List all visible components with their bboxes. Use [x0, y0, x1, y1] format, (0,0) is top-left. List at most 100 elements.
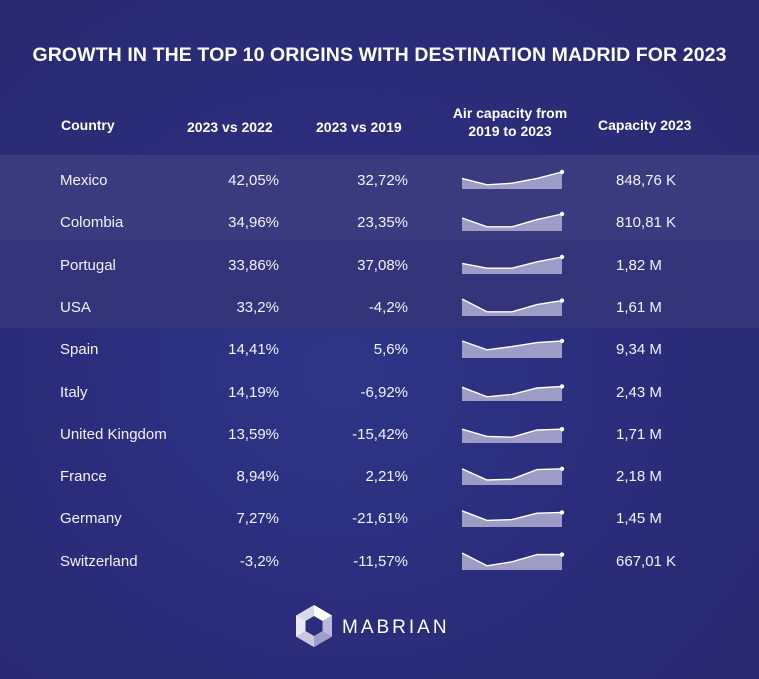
growth-2022-cell: 13,59% — [228, 425, 279, 443]
growth-2022-cell: 14,19% — [228, 383, 279, 401]
country-cell: Mexico — [60, 172, 108, 189]
sparkline-air-capacity — [461, 338, 565, 359]
chart-title: GROWTH IN THE TOP 10 ORIGINS WITH DESTIN… — [32, 44, 727, 66]
sparkline-end-point — [559, 298, 565, 303]
sparkline-end-point — [559, 383, 565, 389]
growth-2019-cell: -4,2% — [368, 298, 408, 316]
sparkline-area — [462, 298, 562, 316]
capacity-cell: 2,18 M — [616, 468, 662, 486]
growth-2019-cell: -11,57% — [353, 552, 408, 570]
sparkline-end-point — [559, 338, 565, 344]
table-row: Portugal 33,86% 37,08% 1,82 M — [0, 243, 759, 285]
growth-2022-cell: 33,2% — [236, 298, 279, 316]
header-country: Country — [61, 117, 115, 133]
growth-2022-cell: 33,86% — [228, 256, 279, 274]
growth-2022-cell: 42,05% — [228, 172, 279, 189]
capacity-cell: 1,82 M — [616, 256, 662, 274]
header-capacity-2023: Capacity 2023 — [598, 117, 692, 133]
capacity-cell: 1,61 M — [616, 298, 662, 316]
country-cell: France — [60, 468, 107, 486]
sparkline-line — [461, 510, 563, 522]
header-air-capacity-line1: Air capacity from — [452, 105, 568, 121]
sparkline-air-capacity — [461, 298, 565, 316]
sparkline-end-point — [559, 169, 565, 175]
sparkline-end-point — [559, 212, 565, 217]
growth-2019-cell: 37,08% — [357, 256, 408, 274]
sparkline-line — [461, 428, 563, 438]
capacity-cell: 1,71 M — [616, 425, 662, 443]
country-cell: United Kingdom — [60, 425, 167, 443]
sparkline-area — [462, 468, 562, 486]
growth-2019-cell: 23,35% — [357, 214, 408, 232]
sparkline-line — [461, 385, 563, 398]
sparkline-line — [461, 255, 563, 269]
capacity-cell: 2,43 M — [616, 383, 662, 401]
row-band-highlight-1 — [0, 155, 759, 240]
table-row: Mexico 42,05% 32,72% 848,76 K — [0, 158, 759, 200]
growth-2019-cell: -15,42% — [352, 425, 408, 443]
sparkline-line — [461, 340, 563, 351]
sparkline-end-point — [559, 510, 565, 515]
sparkline-line — [461, 552, 562, 567]
sparkline-air-capacity — [461, 383, 565, 401]
sparkline-end-point — [559, 254, 565, 259]
row-band-highlight-2 — [0, 240, 759, 328]
sparkline-air-capacity — [461, 426, 565, 443]
table-row: Colombia 34,96% 23,35% 810,81 K — [0, 200, 759, 242]
capacity-cell: 667,01 K — [616, 552, 677, 570]
growth-2019-cell: 32,72% — [357, 172, 408, 189]
country-cell: Germany — [60, 510, 122, 528]
sparkline-area — [462, 552, 562, 570]
sparkline-area — [462, 511, 562, 528]
sparkline-area — [462, 172, 562, 189]
country-cell: USA — [60, 298, 91, 316]
header-air-capacity: Air capacity from 2019 to 2023 — [440, 104, 580, 140]
growth-2022-cell: 14,41% — [228, 341, 279, 359]
sparkline-line — [461, 298, 563, 313]
header-air-capacity-line2: 2019 to 2023 — [468, 123, 552, 139]
table-row: Italy 14,19% -6,92% 2,43 M — [0, 370, 759, 412]
table-row: Switzerland -3,2% -11,57% 667,01 K — [0, 539, 759, 581]
sparkline-line — [461, 213, 563, 228]
growth-2019-cell: -21,61% — [352, 510, 408, 528]
capacity-cell: 810,81 K — [616, 214, 677, 232]
sparkline-area — [462, 428, 562, 443]
sparkline-end-point — [559, 466, 565, 472]
sparkline-area — [462, 341, 562, 359]
sparkline-air-capacity — [461, 552, 565, 570]
brand-name: MABRIAN — [342, 617, 450, 638]
capacity-cell: 9,34 M — [616, 341, 662, 359]
sparkline-area — [462, 214, 562, 232]
growth-2022-cell: 8,94% — [236, 468, 279, 486]
growth-2022-cell: 7,27% — [236, 510, 279, 528]
hexagon-logo-icon — [296, 605, 332, 647]
table-row: Spain 14,41% 5,6% 9,34 M — [0, 327, 759, 369]
growth-2019-cell: -6,92% — [360, 383, 408, 401]
sparkline-air-capacity — [461, 510, 565, 528]
sparkline-air-capacity — [461, 212, 565, 232]
sparkline-air-capacity — [461, 254, 565, 274]
sparkline-line — [461, 468, 563, 481]
sparkline-air-capacity — [461, 169, 565, 189]
sparkline-end-point — [559, 552, 565, 557]
header-2023-vs-2019: 2023 vs 2019 — [316, 119, 402, 135]
sparkline-air-capacity — [461, 466, 565, 486]
capacity-cell: 848,76 K — [616, 172, 677, 189]
table-row: United Kingdom 13,59% -15,42% 1,71 M — [0, 412, 759, 454]
country-cell: Colombia — [60, 214, 124, 232]
sparkline-end-point — [559, 426, 565, 432]
growth-2019-cell: 5,6% — [373, 341, 408, 359]
header-2023-vs-2022: 2023 vs 2022 — [187, 119, 273, 135]
sparkline-line — [461, 171, 563, 186]
capacity-cell: 1,45 M — [616, 510, 662, 528]
growth-2022-cell: 34,96% — [228, 214, 279, 232]
table-row: Germany 7,27% -21,61% 1,45 M — [0, 496, 759, 538]
growth-2019-cell: 2,21% — [365, 468, 408, 486]
mabrian-logo: MABRIAN — [292, 603, 452, 649]
table-row: USA 33,2% -4,2% 1,61 M — [0, 285, 759, 327]
country-cell: Switzerland — [60, 552, 138, 570]
growth-2022-cell: -3,2% — [239, 552, 279, 570]
table-row: France 8,94% 2,21% 2,18 M — [0, 454, 759, 496]
country-cell: Spain — [60, 341, 99, 359]
country-cell: Italy — [60, 383, 88, 401]
